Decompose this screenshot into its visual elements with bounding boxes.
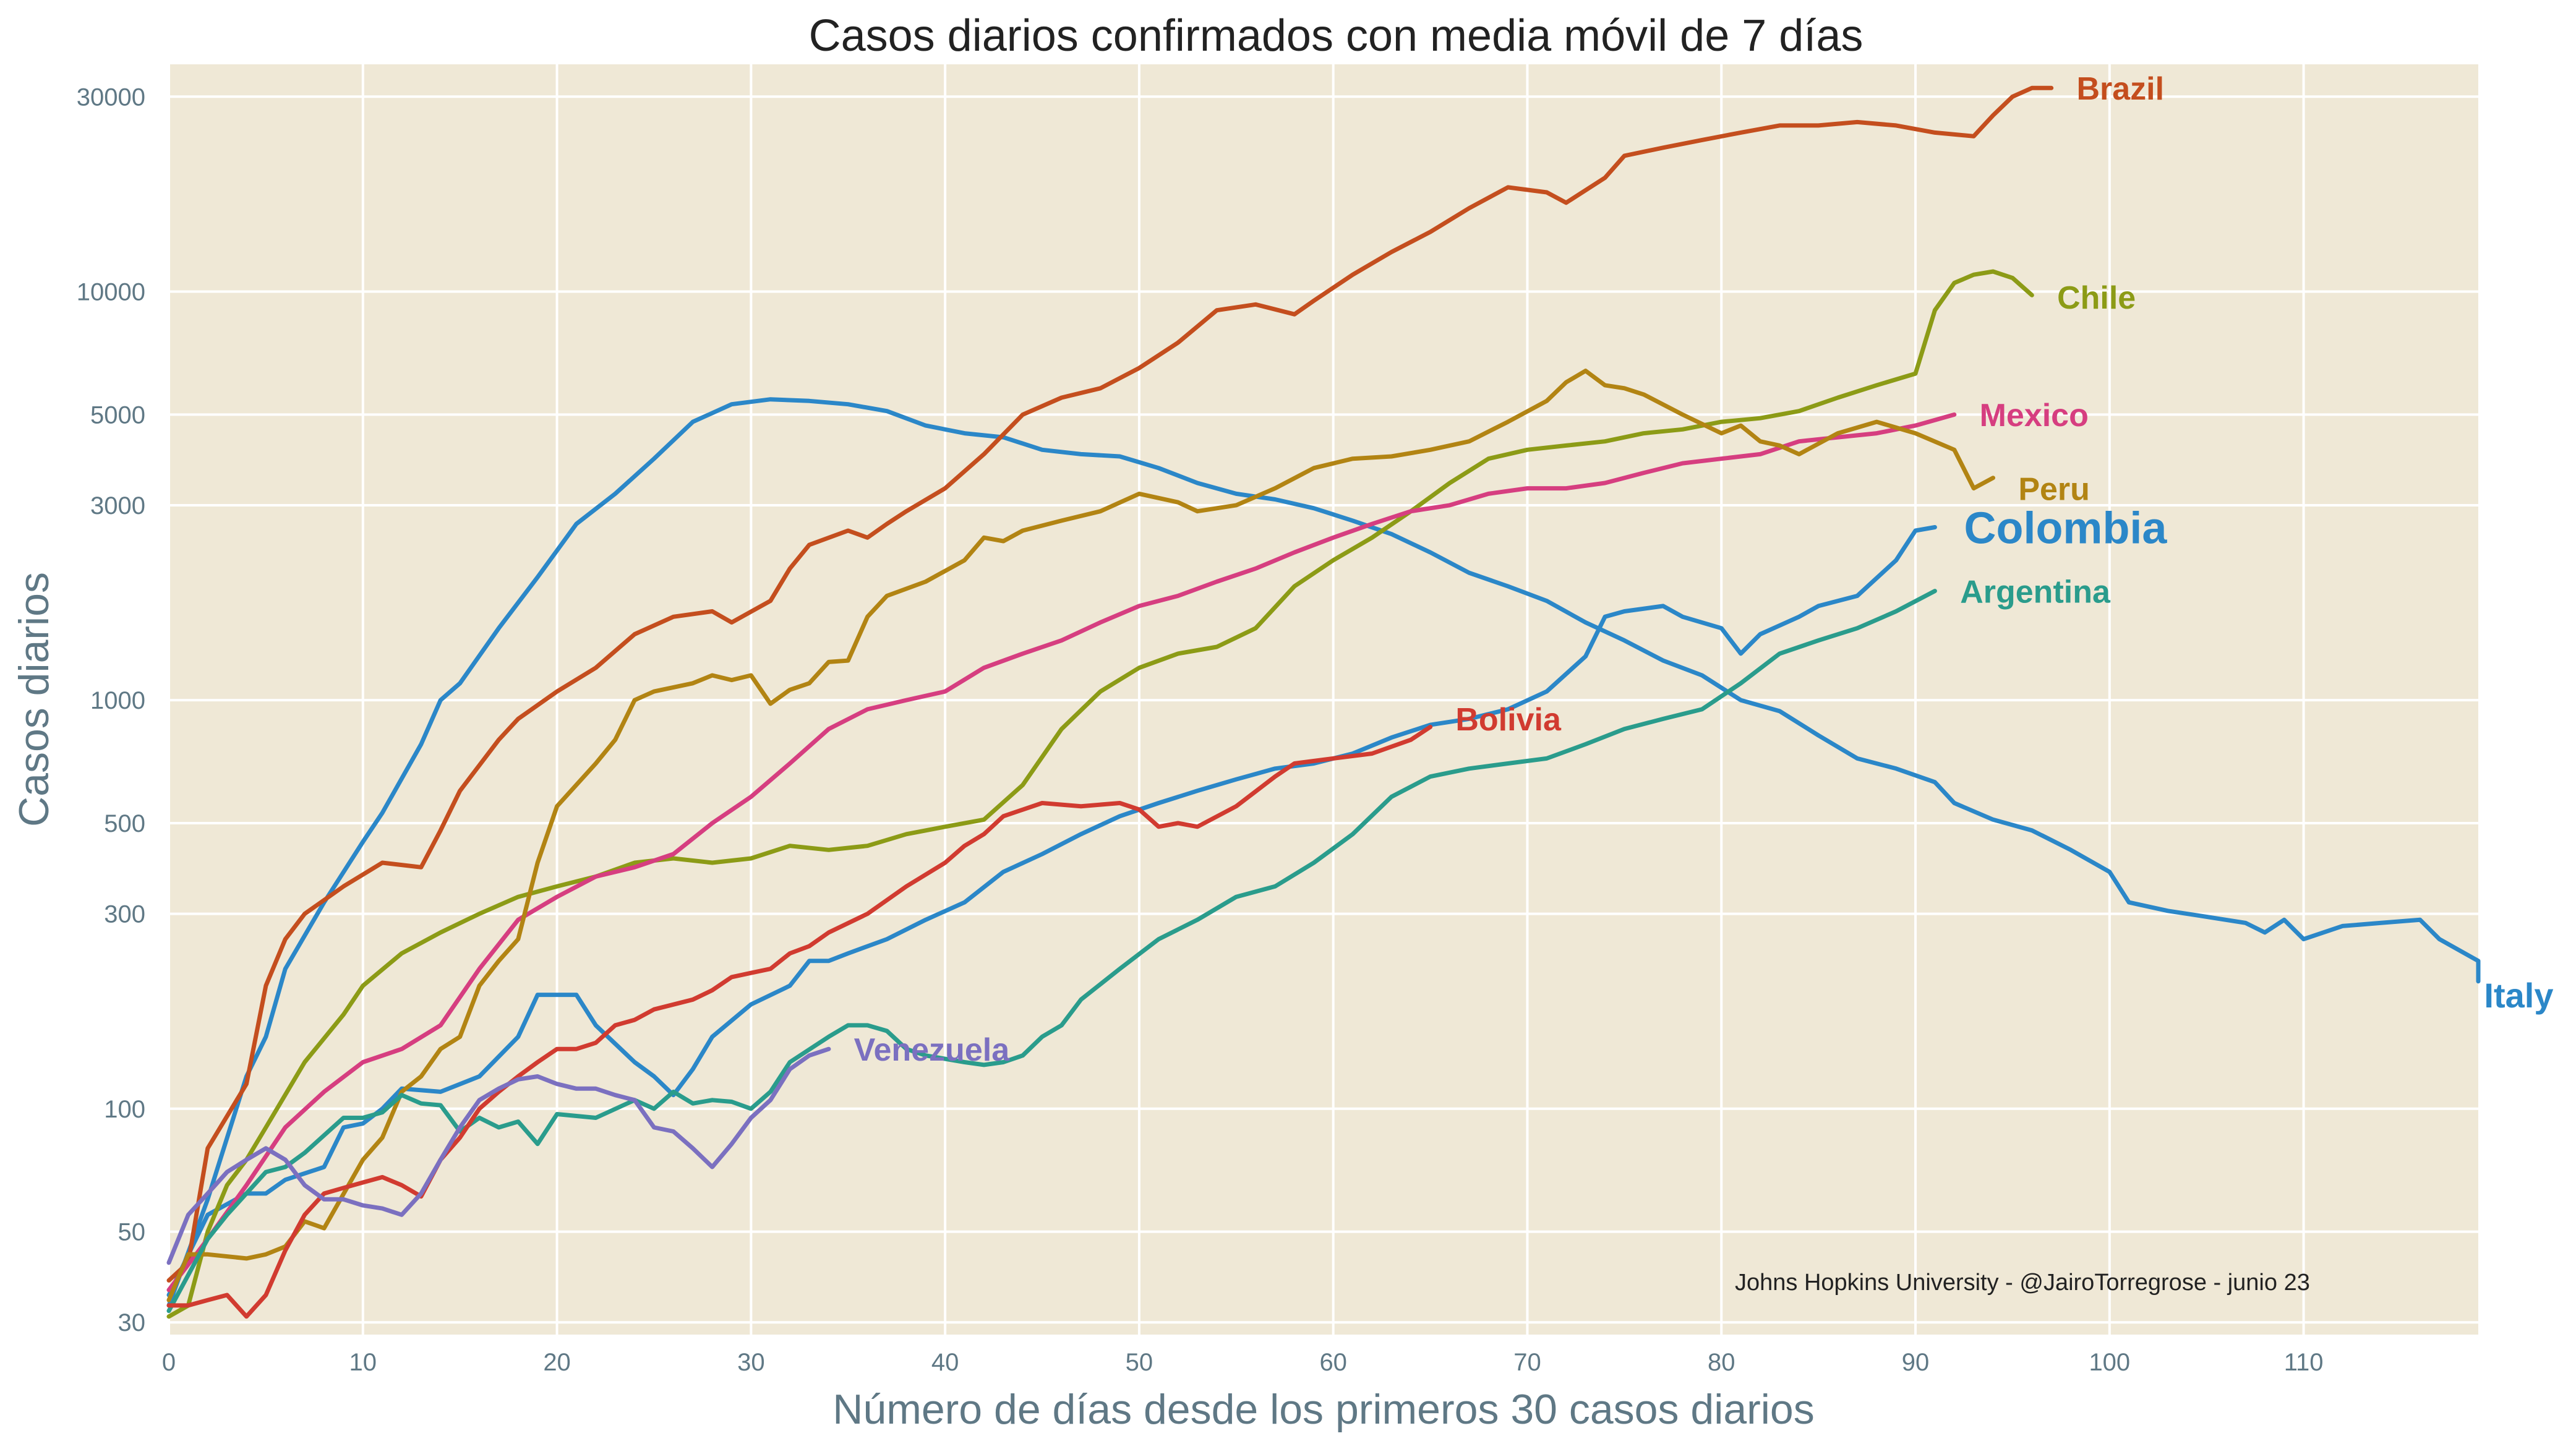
x-tick-label: 50 [1126,1349,1153,1376]
x-axis-title: Número de días desde los primeros 30 cas… [832,1386,1814,1433]
y-tick-label: 300 [104,901,145,928]
y-tick-label: 50 [118,1219,146,1246]
x-tick-label: 60 [1319,1349,1347,1376]
y-tick-label: 10000 [77,279,145,306]
y-tick-label: 5000 [90,401,145,429]
x-tick-label: 110 [2284,1349,2324,1376]
x-tick-label: 30 [737,1349,765,1376]
series-label-venezuela: Venezuela [854,1032,1011,1068]
series-line-argentina [166,589,1937,1314]
x-tick-label: 70 [1513,1349,1541,1376]
y-tick-label: 30 [118,1309,146,1336]
grid [168,64,2478,1335]
y-tick-label: 100 [104,1096,145,1123]
x-tick-label: 20 [543,1349,571,1376]
series-label-colombia: Colombia [1964,503,2167,553]
x-tick-label: 10 [349,1349,377,1376]
x-tick-label: 90 [1902,1349,1930,1376]
series-line-venezuela [166,1046,831,1265]
series-label-argentina: Argentina [1960,574,2111,610]
series-line-brazil [166,85,2054,1283]
x-tick-label: 100 [2089,1349,2130,1376]
x-tick-label: 80 [1708,1349,1735,1376]
y-tick-label: 1000 [90,687,145,714]
series-line-colombia [166,525,1937,1297]
chart-title: Casos diarios confirmados con media móvi… [809,11,1864,61]
y-axis-ticks: 30 50 100 300 500 1000 3000 5000 10000 30000 [77,83,145,1336]
y-tick-label: 500 [104,810,145,837]
source-annotation: Johns Hopkins University - @JairoTorregr… [1735,1270,2310,1296]
series-label-mexico: Mexico [1980,398,2089,434]
series-labels: Italy Colombia Brazil Chile Mexico Peru Argent… [854,71,2554,1068]
series-lines [166,85,2481,1319]
series-label-chile: Chile [2057,280,2136,316]
y-tick-label: 3000 [90,492,145,519]
x-axis-ticks: 0 10 20 30 40 50 60 70 80 90 100 110 [162,1349,2324,1376]
series-line-peru [166,369,1995,1302]
x-tick-label: 40 [931,1349,959,1376]
series-label-brazil: Brazil [2076,71,2164,107]
x-tick-label: 0 [162,1349,176,1376]
series-label-italy: Italy [2484,976,2553,1015]
y-axis-title: Casos diarios [11,572,58,827]
series-label-bolivia: Bolivia [1455,702,1562,738]
y-tick-label: 30000 [77,83,145,111]
series-line-bolivia [166,724,1433,1319]
series-label-peru: Peru [2018,471,2090,507]
series-line-italy [166,397,2481,1308]
series-line-mexico [166,412,1957,1293]
series-line-chile [166,269,2034,1319]
